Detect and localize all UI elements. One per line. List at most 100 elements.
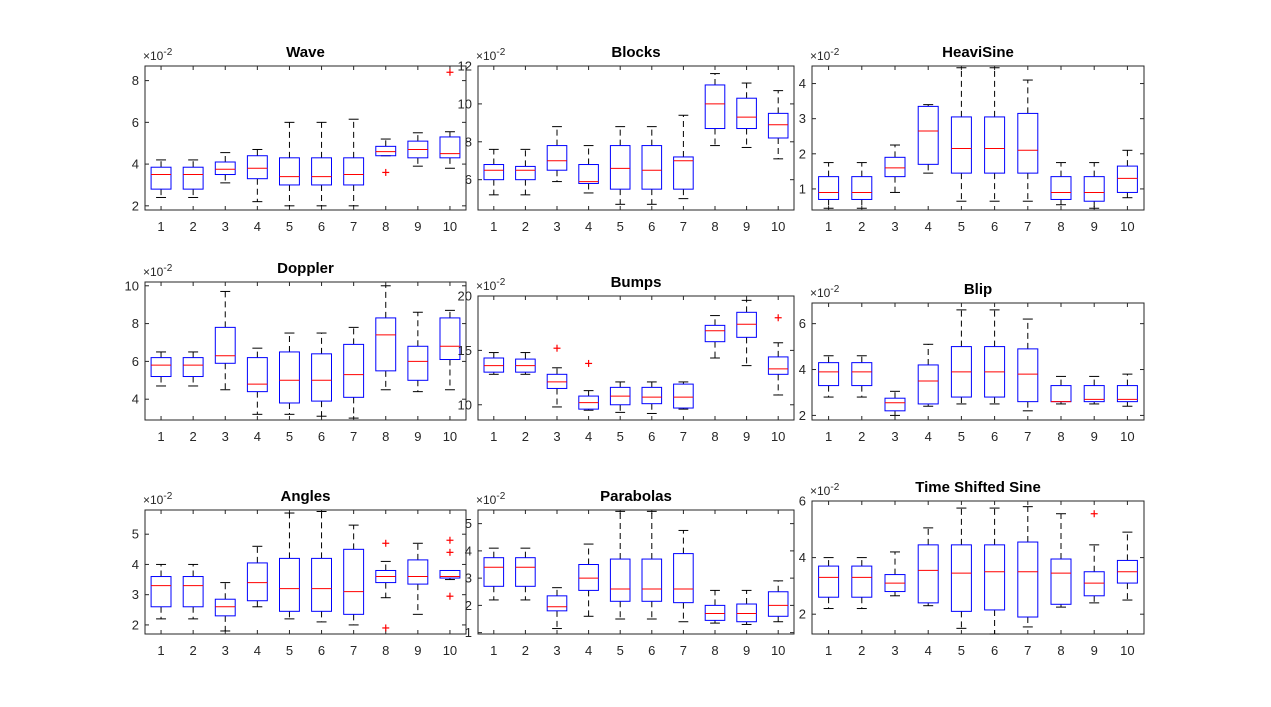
iqr-box <box>439 136 461 159</box>
x-tick-label: 1 <box>825 219 832 234</box>
y-tick-label: 10 <box>125 278 139 293</box>
box-6 <box>984 507 1006 635</box>
y-exponent-label: ×10-2 <box>810 47 840 63</box>
x-tick-label: 1 <box>157 429 164 444</box>
box-9 <box>736 299 757 367</box>
box-3 <box>214 152 236 184</box>
box-8 <box>375 285 397 391</box>
box-8 <box>1050 375 1072 405</box>
box-3 <box>884 390 906 416</box>
outlier-marker <box>585 359 593 367</box>
x-tick-label: 7 <box>680 429 687 444</box>
x-tick-label: 9 <box>1091 643 1098 658</box>
x-tick-label: 2 <box>522 643 529 658</box>
outlier-marker <box>446 548 454 556</box>
y-tick-label: 1 <box>465 625 472 640</box>
box-1 <box>818 557 840 610</box>
box-10 <box>439 536 461 600</box>
y-exponent-label: ×10-2 <box>143 263 173 279</box>
box-9 <box>736 82 757 148</box>
box-9 <box>407 311 429 393</box>
box-10 <box>767 314 789 396</box>
iqr-box <box>641 145 663 190</box>
y-tick-label: 3 <box>132 587 139 602</box>
x-tick-label: 10 <box>443 219 457 234</box>
iqr-box <box>917 364 939 405</box>
iqr-box <box>704 84 726 130</box>
x-tick-label: 4 <box>254 219 261 234</box>
iqr-box <box>950 116 972 174</box>
iqr-box <box>641 386 663 405</box>
iqr-box <box>1116 385 1138 403</box>
iqr-box <box>984 116 1006 174</box>
subplot-angles: Angles ×10-2 2 3 4 5 1 2 3 4 5 6 7 8 9 10 <box>132 488 467 658</box>
iqr-box <box>246 562 268 602</box>
x-tick-label: 3 <box>553 429 560 444</box>
y-tick-label: 6 <box>799 494 806 509</box>
box-9 <box>1083 510 1105 604</box>
box-6 <box>984 67 1006 202</box>
iqr-box <box>818 565 840 598</box>
x-tick-label: 10 <box>771 219 785 234</box>
box-6 <box>641 126 663 205</box>
x-tick-label: 1 <box>490 429 497 444</box>
iqr-box <box>407 559 429 585</box>
box-10 <box>767 90 789 160</box>
iqr-box <box>673 156 694 190</box>
x-tick-label: 2 <box>190 643 197 658</box>
x-tick-label: 8 <box>382 429 389 444</box>
plot-area <box>477 295 795 421</box>
box-9 <box>736 589 757 625</box>
x-tick-label: 3 <box>891 643 898 658</box>
box-10 <box>1116 373 1138 407</box>
iqr-box <box>767 356 789 375</box>
iqr-box <box>884 397 906 412</box>
y-exponent-label: ×10-2 <box>810 284 840 300</box>
box-2 <box>182 563 204 620</box>
box-9 <box>407 132 429 167</box>
y-exponent-label: ×10-2 <box>476 491 506 507</box>
y-tick-label: 8 <box>132 316 139 331</box>
plot-area <box>477 509 795 635</box>
x-tick-label: 1 <box>490 643 497 658</box>
iqr-box <box>214 598 236 617</box>
y-tick-label: 2 <box>132 617 139 632</box>
x-tick-label: 5 <box>617 429 624 444</box>
box-5 <box>609 126 631 205</box>
x-tick-label: 4 <box>925 219 932 234</box>
box-8 <box>375 138 397 176</box>
x-tick-label: 5 <box>958 429 965 444</box>
iqr-box <box>1017 541 1039 618</box>
x-tick-label: 3 <box>222 643 229 658</box>
box-5 <box>950 67 972 202</box>
y-tick-label: 4 <box>132 157 139 172</box>
iqr-box <box>851 565 873 598</box>
box-4 <box>578 543 599 617</box>
iqr-box <box>1017 348 1039 403</box>
iqr-box <box>851 176 873 200</box>
x-tick-label: 4 <box>254 429 261 444</box>
box-8 <box>704 589 726 624</box>
iqr-box <box>483 164 505 181</box>
box-2 <box>182 351 204 387</box>
x-tick-label: 1 <box>157 643 164 658</box>
iqr-box <box>343 343 365 398</box>
y-tick-label: 2 <box>132 198 139 213</box>
box-6 <box>311 332 333 417</box>
box-6 <box>311 121 333 207</box>
box-3 <box>546 126 568 183</box>
x-tick-label: 7 <box>1024 429 1031 444</box>
y-tick-label: 12 <box>458 59 472 74</box>
box-1 <box>818 355 840 398</box>
iqr-box <box>950 544 972 612</box>
iqr-box <box>483 557 505 587</box>
iqr-box <box>343 548 365 615</box>
x-tick-label: 3 <box>553 219 560 234</box>
plot-area <box>144 509 467 635</box>
x-tick-label: 9 <box>414 643 421 658</box>
x-tick-label: 6 <box>648 429 655 444</box>
x-tick-label: 10 <box>771 643 785 658</box>
iqr-box <box>609 145 631 190</box>
iqr-box <box>483 357 505 373</box>
